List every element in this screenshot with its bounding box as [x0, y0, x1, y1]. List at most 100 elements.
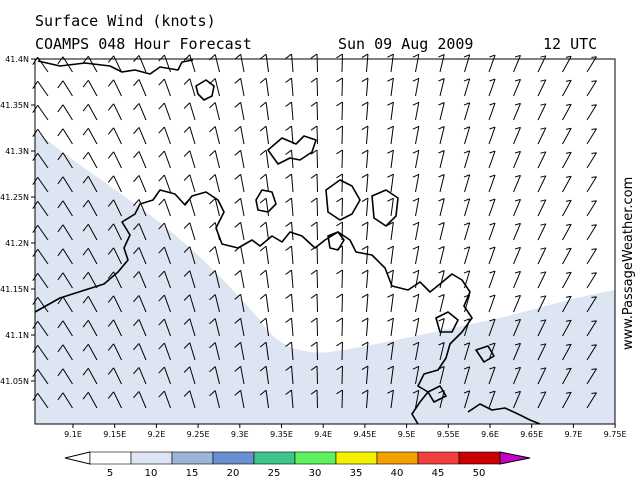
wind-barb: [183, 270, 196, 289]
map-frame: [34, 58, 616, 425]
wind-barb: [82, 151, 98, 169]
wind-barb: [310, 269, 318, 289]
lon-tick-label: 9.45E: [353, 430, 376, 439]
santo-stefano-island: [327, 231, 345, 251]
lon-tick-label: 9.75E: [604, 430, 627, 439]
wind-barb: [537, 295, 547, 313]
wind-barb: [562, 295, 572, 313]
wind-barb: [463, 54, 471, 73]
wind-barb: [82, 271, 98, 289]
wind-barb: [412, 389, 420, 409]
wind-barb: [562, 151, 572, 169]
wind-map: 41.4N 41.35N 41.3N 41.25N 41.2N 41.15N 41.1N 41…: [0, 53, 627, 439]
wind-barb: [438, 294, 445, 313]
wind-barb: [361, 269, 369, 289]
wind-barb: [537, 247, 547, 265]
wind-barb: [336, 53, 343, 73]
wind-barb: [513, 246, 521, 265]
legend-label: 10: [145, 468, 158, 479]
wind-barb: [336, 197, 343, 217]
wind-barb: [586, 296, 597, 313]
wind-barb: [183, 246, 196, 265]
wind-barb: [310, 125, 318, 145]
wind-barb: [463, 270, 471, 289]
wind-barb: [488, 222, 496, 241]
wind-barb: [537, 223, 547, 241]
longitude-axis: 9.1E 9.15E 9.2E 9.25E 9.3E 9.35E 9.4E 9.45E 9.5E…: [64, 424, 627, 439]
wind-barb: [82, 79, 98, 97]
wind-barb: [158, 102, 171, 121]
wind-barb: [310, 365, 318, 385]
wind-barb: [285, 317, 294, 337]
wind-barb: [412, 245, 420, 265]
wind-barbs: [32, 53, 597, 409]
lat-tick-label: 41.15N: [0, 285, 29, 294]
wind-barb: [463, 174, 471, 193]
wind-barb: [387, 197, 394, 217]
wind-barb: [285, 389, 294, 409]
wind-barb: [387, 149, 394, 169]
wind-barb: [488, 270, 496, 289]
wind-barb: [82, 175, 98, 193]
wind-barb: [412, 149, 420, 169]
forecast-date: Sun 09 Aug 2009: [338, 35, 474, 53]
wind-barb: [537, 271, 547, 289]
lat-tick-label: 41.1N: [5, 331, 29, 340]
wind-barb: [412, 221, 420, 241]
wind-barb: [463, 102, 471, 121]
wind-barb: [463, 126, 471, 145]
wind-barb: [513, 78, 521, 97]
wind-barb: [438, 150, 445, 169]
wind-barb: [488, 174, 496, 193]
wind-barb: [285, 173, 294, 193]
wind-barb: [412, 293, 420, 313]
legend-label: 40: [391, 468, 404, 479]
wind-barb: [586, 80, 597, 97]
wind-barb: [562, 391, 572, 409]
wind-barb: [158, 318, 171, 337]
wind-barb: [133, 295, 147, 313]
wind-barb: [82, 103, 98, 121]
wind-barb: [183, 222, 196, 241]
wind-barb: [158, 198, 171, 217]
wind-barb: [412, 173, 420, 193]
legend-color-cell: [171, 451, 214, 465]
wind-barb: [336, 221, 343, 241]
wind-barb: [209, 198, 220, 217]
wind-barb: [438, 126, 445, 145]
wind-barb: [57, 272, 73, 289]
wind-barb: [234, 341, 245, 361]
wind-barb: [133, 319, 147, 337]
wind-barb: [537, 175, 547, 193]
wind-barb: [463, 390, 471, 409]
wind-barb: [387, 245, 394, 265]
wind-barb: [183, 198, 196, 217]
wind-barb: [562, 103, 572, 121]
wind-barb: [133, 391, 147, 409]
wind-barb: [586, 224, 597, 241]
legend-color-cell: [417, 451, 460, 465]
wind-barb: [488, 318, 496, 337]
corsica-coast: [37, 59, 194, 75]
wind-barb: [488, 390, 496, 409]
wind-barb: [285, 293, 294, 313]
wind-barb: [133, 247, 147, 265]
wind-barb: [412, 341, 420, 361]
sardinia-coast: [34, 189, 473, 425]
legend-color-cell: [376, 451, 419, 465]
lat-tick-label: 41.4N: [5, 55, 29, 64]
wind-barb: [586, 104, 597, 121]
lon-tick-label: 9.55E: [437, 430, 460, 439]
wind-barb: [183, 318, 196, 337]
wind-barb: [57, 200, 73, 217]
wind-barb: [336, 77, 343, 97]
wind-barb: [158, 78, 171, 97]
wind-barb: [158, 246, 171, 265]
site-watermark: www.PassageWeather.com: [621, 176, 636, 350]
wind-barb: [387, 341, 394, 361]
wind-barb: [209, 150, 220, 169]
wind-barb: [387, 317, 394, 337]
wind-barb: [586, 368, 597, 385]
wind-barb: [133, 79, 147, 97]
wind-barb: [183, 174, 196, 193]
